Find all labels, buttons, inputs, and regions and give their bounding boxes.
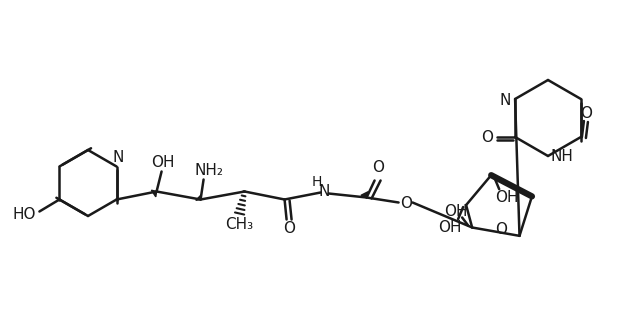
Text: O: O: [580, 106, 592, 121]
Text: O: O: [481, 130, 493, 144]
Text: O: O: [495, 222, 507, 237]
Text: O: O: [401, 196, 413, 211]
Text: OH: OH: [151, 155, 174, 170]
Text: NH: NH: [550, 148, 573, 163]
Text: CH₃: CH₃: [225, 217, 253, 232]
Text: OH: OH: [438, 219, 462, 234]
Text: O: O: [284, 221, 296, 236]
Polygon shape: [196, 195, 202, 200]
Text: N: N: [319, 184, 330, 199]
Text: N: N: [499, 92, 511, 108]
Text: NH₂: NH₂: [194, 163, 223, 178]
Text: O: O: [372, 160, 385, 175]
Polygon shape: [361, 192, 368, 198]
Text: N: N: [113, 150, 124, 165]
Text: HO: HO: [13, 207, 36, 222]
Text: H: H: [312, 175, 322, 189]
Polygon shape: [152, 190, 157, 197]
Text: OH: OH: [495, 190, 519, 205]
Text: OH: OH: [444, 204, 468, 219]
